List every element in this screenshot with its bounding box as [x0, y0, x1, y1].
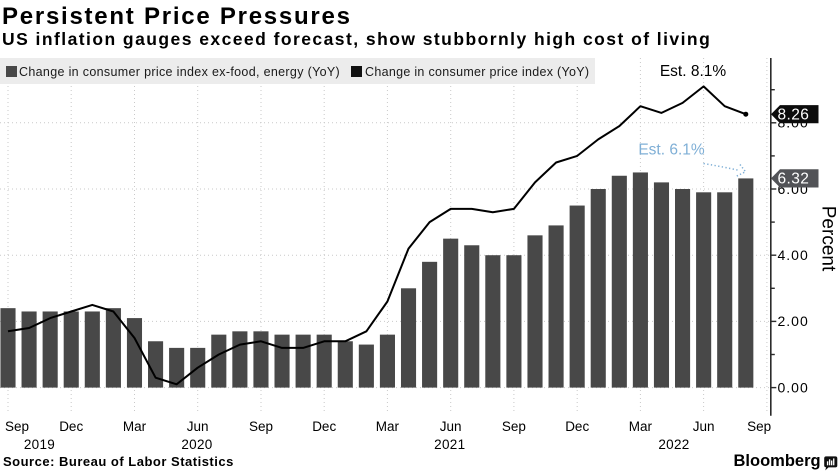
- svg-text:Dec: Dec: [312, 419, 336, 434]
- svg-text:2019: 2019: [24, 437, 55, 452]
- svg-text:Percent: Percent: [818, 206, 839, 272]
- svg-text:Jun: Jun: [440, 419, 462, 434]
- svg-text:Est. 6.1%: Est. 6.1%: [638, 142, 705, 159]
- svg-text:Mar: Mar: [123, 419, 147, 434]
- svg-text:Sep: Sep: [249, 419, 273, 434]
- svg-text:4.00: 4.00: [778, 247, 809, 263]
- svg-text:Dec: Dec: [565, 419, 589, 434]
- svg-text:2022: 2022: [658, 437, 689, 452]
- svg-text:8.26: 8.26: [778, 107, 810, 124]
- svg-text:2020: 2020: [181, 437, 212, 452]
- svg-text:6.32: 6.32: [778, 171, 810, 188]
- svg-text:Jun: Jun: [187, 419, 209, 434]
- svg-text:Est. 8.1%: Est. 8.1%: [660, 63, 727, 80]
- svg-text:Sep: Sep: [747, 419, 771, 434]
- svg-text:Jun: Jun: [693, 419, 715, 434]
- svg-text:2021: 2021: [434, 437, 465, 452]
- svg-text:2.00: 2.00: [778, 313, 809, 329]
- svg-text:Sep: Sep: [502, 419, 526, 434]
- svg-text:Mar: Mar: [629, 419, 653, 434]
- svg-text:Dec: Dec: [59, 419, 83, 434]
- svg-text:Sep: Sep: [5, 419, 29, 434]
- svg-text:0.00: 0.00: [778, 379, 809, 395]
- svg-text:Mar: Mar: [376, 419, 400, 434]
